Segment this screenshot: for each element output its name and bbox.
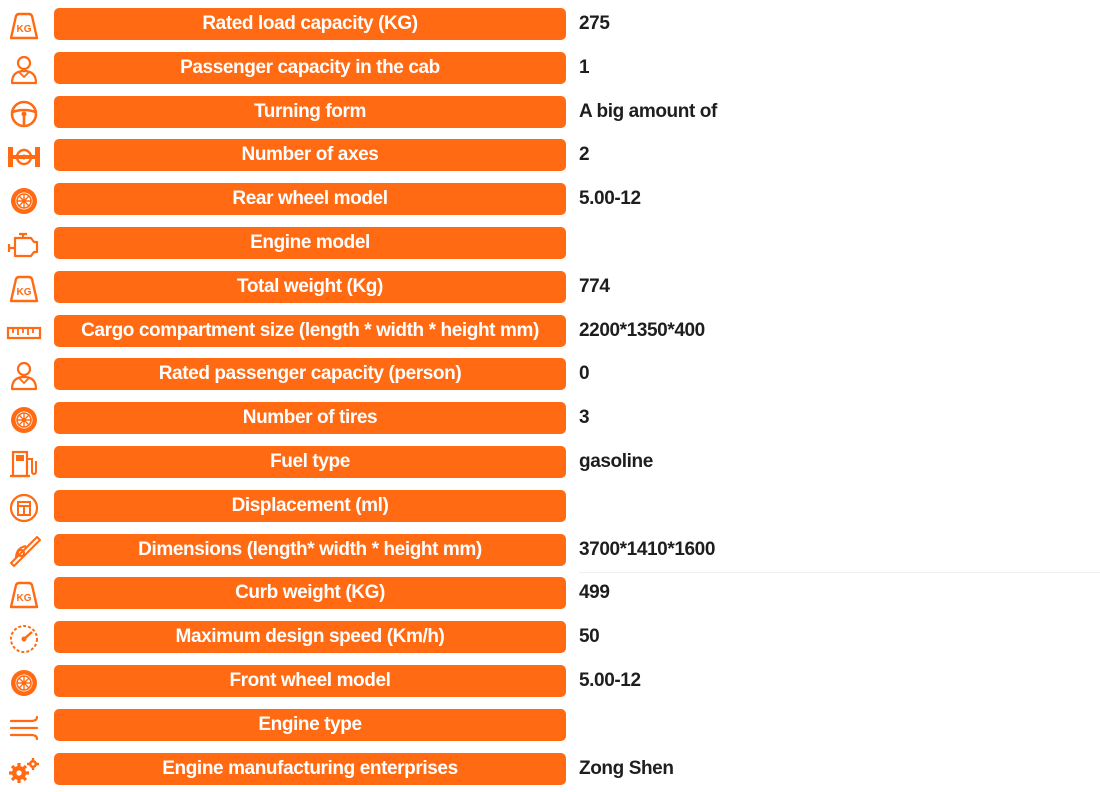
spec-value: 3700*1410*1600 (579, 538, 715, 560)
dimensions-icon (5, 535, 43, 568)
row-separator (579, 572, 1100, 574)
spec-label: Engine manufacturing enterprises (54, 752, 566, 785)
wheel-icon (5, 404, 43, 436)
spec-row: Engine model (0, 223, 1100, 267)
steering-wheel-icon (5, 98, 43, 130)
spec-row: Rear wheel model 5.00-12 (0, 179, 1100, 223)
spec-row: Cargo compartment size (length * width *… (0, 311, 1100, 355)
spec-row: Engine type (0, 705, 1100, 749)
engine-type-icon (5, 711, 43, 743)
spec-label: Rear wheel model (54, 183, 566, 216)
engine-icon (5, 229, 43, 261)
spec-label: Front wheel model (54, 664, 566, 697)
spec-row: Displacement (ml) (0, 486, 1100, 530)
passenger-icon (5, 54, 43, 86)
spec-row: Front wheel model 5.00-12 (0, 661, 1100, 705)
spec-value: 275 (579, 13, 610, 34)
spec-label: Displacement (ml) (54, 489, 566, 522)
spec-row: Turning form A big amount of (0, 92, 1100, 136)
passenger-icon (5, 360, 43, 392)
spec-value: 2 (579, 144, 590, 166)
spec-row: Rated passenger capacity (person) 0 (0, 354, 1100, 398)
spec-label: Rated load capacity (KG) (54, 8, 566, 40)
spec-row: Maximum design speed (Km/h) 50 (0, 617, 1100, 661)
spec-label: Dimensions (length* width * height mm) (54, 533, 566, 566)
svg-text:KG: KG (17, 287, 32, 298)
spec-row: Passenger capacity in the cab 1 (0, 48, 1100, 92)
spec-value: Zong Shen (579, 757, 674, 779)
wheel-icon (5, 185, 43, 217)
spec-value: 5.00-12 (579, 669, 641, 691)
spec-label: Curb weight (KG) (54, 577, 566, 610)
spec-value: 499 (579, 582, 610, 604)
spec-label: Cargo compartment size (length * width *… (54, 314, 566, 347)
spec-label: Number of tires (54, 402, 566, 435)
spec-value: 774 (579, 275, 610, 297)
svg-text:KG: KG (17, 24, 32, 35)
kg-weight-icon: KG (5, 579, 43, 611)
spec-label: Engine model (54, 226, 566, 259)
spec-row: KG Rated load capacity (KG) 275 (0, 4, 1100, 48)
spec-row: KG Total weight (Kg) 774 (0, 267, 1100, 311)
spec-label: Maximum design speed (Km/h) (54, 621, 566, 654)
spec-row: Number of tires 3 (0, 398, 1100, 442)
fuel-pump-icon (5, 448, 43, 480)
spec-value: 5.00-12 (579, 188, 641, 210)
spec-label: Turning form (54, 95, 566, 128)
spec-value: gasoline (579, 450, 653, 472)
spec-row: Fuel type gasoline (0, 442, 1100, 486)
kg-weight-icon: KG (5, 273, 43, 305)
spec-label: Number of axes (54, 139, 566, 172)
svg-text:KG: KG (17, 593, 32, 604)
spec-row: KG Curb weight (KG) 499 (0, 573, 1100, 617)
spec-value: 0 (579, 363, 590, 385)
spec-value: 3 (579, 407, 590, 429)
spec-row: Engine manufacturing enterprises Zong Sh… (0, 749, 1100, 792)
spec-value: A big amount of (579, 100, 717, 122)
displacement-icon (5, 492, 43, 524)
ruler-icon (5, 317, 43, 349)
speedometer-icon (5, 623, 43, 655)
spec-row: Number of axes 2 (0, 135, 1100, 179)
spec-value: 1 (579, 56, 590, 78)
axle-icon (5, 141, 43, 173)
spec-value: 2200*1350*400 (579, 319, 705, 341)
gears-icon (5, 755, 43, 787)
kg-weight-icon: KG (5, 10, 43, 42)
spec-label: Total weight (Kg) (54, 270, 566, 303)
spec-label: Engine type (54, 708, 566, 741)
spec-label: Rated passenger capacity (person) (54, 358, 566, 391)
spec-value: 50 (579, 626, 600, 648)
spec-row: Dimensions (length* width * height mm) 3… (0, 530, 1100, 574)
spec-label: Fuel type (54, 445, 566, 478)
wheel-icon (5, 667, 43, 699)
spec-label: Passenger capacity in the cab (54, 51, 566, 84)
spec-list: KG Rated load capacity (KG) 275 Passenge… (0, 4, 1100, 792)
